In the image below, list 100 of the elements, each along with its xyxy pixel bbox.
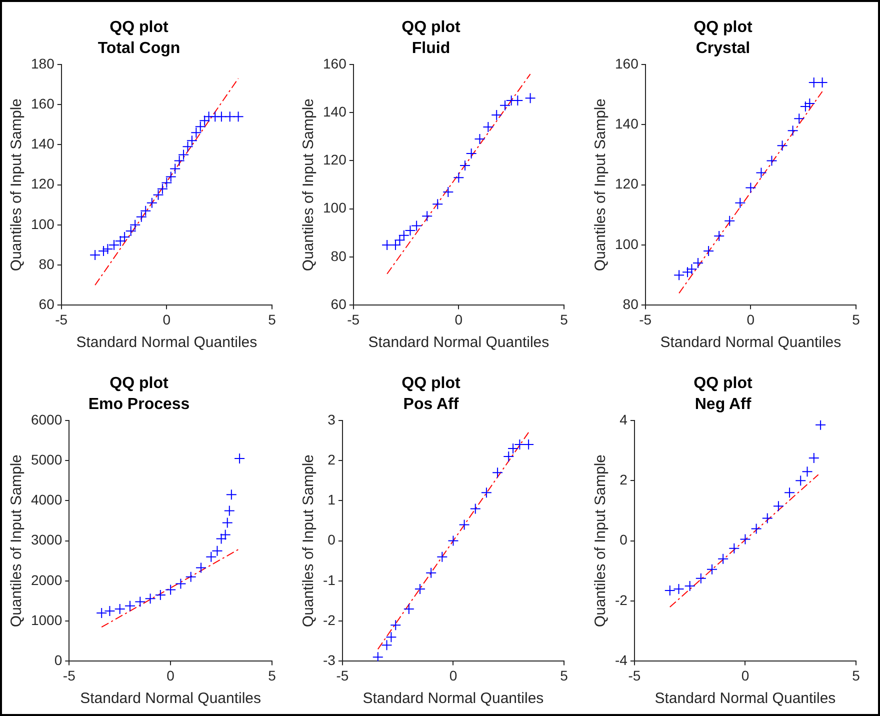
point xyxy=(185,571,196,582)
point xyxy=(224,505,235,516)
point xyxy=(728,542,740,554)
y-tick-label: 60 xyxy=(330,296,347,312)
y-tick-label: 1000 xyxy=(30,612,62,628)
y-tick-label: 80 xyxy=(38,256,55,272)
point xyxy=(411,220,422,232)
chart-title: QQ plot xyxy=(402,19,461,36)
y-tick-label: 60 xyxy=(38,296,55,312)
point xyxy=(102,244,114,255)
point xyxy=(703,246,714,257)
point xyxy=(194,121,206,132)
point xyxy=(199,115,210,126)
point xyxy=(114,604,126,615)
x-tick-label: 0 xyxy=(454,311,463,328)
point xyxy=(524,92,536,104)
point xyxy=(372,652,384,662)
point xyxy=(206,551,217,562)
y-tick-label: -2 xyxy=(322,612,336,628)
y-tick-label: 4 xyxy=(620,411,628,428)
y-tick-label: -3 xyxy=(322,652,336,668)
point xyxy=(182,141,194,152)
point xyxy=(222,517,233,528)
point xyxy=(682,266,693,278)
point xyxy=(175,578,186,590)
point xyxy=(794,113,805,124)
x-tick-label: -5 xyxy=(628,667,641,684)
y-tick-label: 100 xyxy=(615,236,639,252)
point xyxy=(718,553,729,564)
x-axis-title: Standard Normal Quantiles xyxy=(80,690,262,708)
point xyxy=(734,197,746,208)
point xyxy=(695,572,706,584)
y-tick-label: 80 xyxy=(622,296,639,312)
point xyxy=(216,111,227,122)
point xyxy=(196,562,206,574)
chart-subtitle: Total Cogn xyxy=(98,40,180,58)
point xyxy=(756,167,767,178)
y-axis-title: Quantiles of Input Sample xyxy=(8,98,26,272)
point xyxy=(474,134,486,145)
point xyxy=(386,632,397,643)
y-tick-label: 160 xyxy=(31,95,55,112)
x-tick-label: -5 xyxy=(347,311,360,328)
x-tick-label: -5 xyxy=(62,667,76,684)
chart-subtitle: Crystal xyxy=(696,40,750,58)
point xyxy=(724,215,736,226)
point xyxy=(104,606,116,617)
chart-title: QQ plot xyxy=(110,375,169,392)
point xyxy=(226,489,237,500)
point xyxy=(394,234,406,246)
point xyxy=(90,250,101,261)
point xyxy=(684,580,696,592)
point xyxy=(448,535,459,546)
y-tick-label: 100 xyxy=(323,200,347,216)
y-tick-label: -4 xyxy=(614,652,628,668)
x-axis-title: Standard Normal Quantiles xyxy=(362,690,544,708)
point xyxy=(186,135,198,146)
point xyxy=(108,240,120,250)
y-axis-title: Quantiles of Input Sample xyxy=(300,454,318,628)
y-tick-label: 80 xyxy=(330,248,347,264)
point xyxy=(125,225,136,236)
x-tick-label: 0 xyxy=(166,667,175,684)
y-tick-label: 3 xyxy=(328,411,336,428)
point xyxy=(458,519,470,530)
x-tick-label: -5 xyxy=(336,667,349,684)
x-axis-title: Standard Normal Quantiles xyxy=(76,334,258,352)
point xyxy=(766,155,778,166)
point xyxy=(482,122,494,133)
point xyxy=(165,171,176,182)
chart-subtitle: Emo Process xyxy=(88,396,190,414)
point xyxy=(152,189,164,200)
y-tick-label: 4000 xyxy=(30,492,62,508)
point xyxy=(426,567,437,578)
x-tick-label: 5 xyxy=(852,311,860,328)
y-axis-title: Quantiles of Input Sample xyxy=(592,98,610,272)
point xyxy=(216,533,227,544)
x-axis-title: Standard Normal Quantiles xyxy=(660,334,842,352)
point xyxy=(130,219,141,230)
y-tick-label: 160 xyxy=(323,55,347,72)
chart-title: QQ plot xyxy=(402,375,461,392)
y-tick-label: 5000 xyxy=(30,451,62,468)
chart-subtitle: Neg Aff xyxy=(694,396,752,414)
point xyxy=(144,593,156,604)
point xyxy=(390,620,402,631)
y-tick-label: 0 xyxy=(620,532,628,548)
point xyxy=(161,177,172,188)
y-tick-label: -2 xyxy=(614,592,628,608)
y-tick-label: 100 xyxy=(31,216,55,232)
point xyxy=(136,211,147,222)
point xyxy=(772,500,784,512)
chart-subtitle: Fluid xyxy=(412,40,450,58)
point xyxy=(453,172,464,184)
point xyxy=(98,246,109,257)
point xyxy=(174,155,185,166)
y-tick-label: 160 xyxy=(615,55,639,72)
point xyxy=(119,231,130,242)
point xyxy=(514,438,526,450)
y-axis-title: Quantiles of Input Sample xyxy=(8,454,26,628)
x-tick-label: 5 xyxy=(268,311,276,328)
y-tick-label: 120 xyxy=(31,176,55,192)
y-tick-label: 2000 xyxy=(30,572,62,588)
